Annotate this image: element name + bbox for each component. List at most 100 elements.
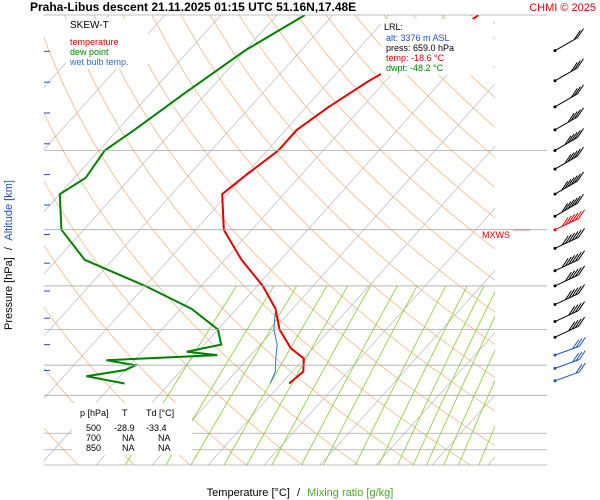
dry-adiabat-line bbox=[64, 15, 471, 465]
table-cell: -28.9 bbox=[114, 423, 135, 433]
wind-barb-feather bbox=[564, 290, 572, 300]
wind-barb-staff bbox=[554, 37, 578, 52]
y-axis-label-sep: / bbox=[3, 246, 15, 250]
wind-barb-feather bbox=[573, 109, 581, 119]
wind-barb-feather bbox=[577, 171, 584, 182]
wind-barb-feather bbox=[574, 285, 582, 296]
legend-item-temperature: temperature bbox=[70, 37, 119, 47]
y-axis-label-altitude: Altitude [km] bbox=[3, 180, 15, 241]
lrl-press: press: 659.0 hPa bbox=[386, 43, 454, 53]
wind-barb-feather bbox=[568, 214, 576, 224]
isotherm-line bbox=[487, 456, 495, 465]
wind-barb-feather bbox=[578, 250, 585, 260]
axis-labels bbox=[44, 14, 547, 466]
wind-barb-feather bbox=[564, 135, 572, 146]
dry-adiabat-line bbox=[44, 111, 359, 465]
wind-barb-feather bbox=[577, 84, 584, 95]
mixing-ratio-line bbox=[190, 285, 298, 465]
wind-barb-staff bbox=[554, 116, 578, 131]
mxws-label: MXWS bbox=[482, 230, 510, 240]
wind-barb-feather bbox=[579, 336, 586, 347]
wind-barb-feather bbox=[578, 284, 585, 294]
table-cell: NA bbox=[158, 443, 171, 453]
mixing-ratio-line bbox=[397, 285, 485, 465]
wind-barb-feather bbox=[568, 270, 576, 280]
isotherm-line bbox=[319, 270, 495, 465]
dry-adiabat-line bbox=[151, 15, 495, 379]
wind-barb-feather bbox=[570, 111, 578, 121]
wind-barbs bbox=[513, 28, 586, 383]
wind-barb-staff bbox=[554, 359, 580, 369]
wind-barb-feather bbox=[578, 228, 585, 238]
wind-barb-feather bbox=[561, 180, 569, 191]
isotherm-line bbox=[375, 332, 495, 465]
wind-barb-feather bbox=[577, 28, 584, 38]
table-header-td: Td [°C] bbox=[146, 408, 174, 418]
table-cell: NA bbox=[122, 433, 135, 443]
isotherm-line bbox=[44, 15, 110, 88]
wind-barb-feather bbox=[577, 107, 584, 118]
legend-title: SKEW-T bbox=[70, 20, 109, 31]
dry-adiabat-line bbox=[296, 15, 495, 219]
wetbulb-line bbox=[269, 308, 278, 384]
wind-barb-feather bbox=[575, 338, 583, 348]
table-cell: 500 bbox=[86, 423, 101, 433]
wind-barb-feather bbox=[564, 234, 572, 244]
wind-barb-feather bbox=[574, 210, 582, 221]
wind-barb-staff bbox=[554, 345, 580, 356]
wind-barb-staff bbox=[554, 259, 579, 272]
wind-barb-feather bbox=[568, 288, 576, 299]
svg-text:Pressure [hPa] / A: Pressure [hPa] / Altitude [km] bbox=[3, 180, 15, 330]
isotherm-line bbox=[151, 83, 495, 465]
wind-barb-staff bbox=[554, 155, 578, 170]
table-header-p: p [hPa] bbox=[80, 408, 109, 418]
wind-barb-feather bbox=[561, 203, 569, 213]
dry-adiabat-line bbox=[238, 15, 495, 281]
background-lines bbox=[44, 15, 600, 465]
x-axis-label-temp: Temperature [°C] bbox=[207, 487, 290, 499]
wind-barb-feather bbox=[561, 258, 569, 268]
wind-barb-feather bbox=[567, 133, 575, 144]
wind-barb-feather bbox=[577, 58, 584, 69]
legend-box: SKEW-T temperature dew point wet bulb te… bbox=[66, 19, 148, 69]
wind-barb-feather bbox=[579, 350, 586, 360]
wind-barb-feather bbox=[568, 232, 576, 243]
table-header-t: T bbox=[122, 408, 128, 418]
mixing-ratio-line bbox=[478, 424, 495, 465]
x-axis-title: Temperature [°C] / Mixing ratio [g/kg] bbox=[207, 487, 394, 499]
wind-barb-feather bbox=[574, 302, 582, 313]
table-cell: NA bbox=[158, 433, 171, 443]
lrl-dwpt: dwpt: -48.2 °C bbox=[386, 63, 444, 73]
wind-barb-staff bbox=[554, 236, 579, 249]
sounding-profiles bbox=[58, 15, 480, 385]
wind-barb-feather bbox=[573, 60, 581, 70]
wind-barb-feather bbox=[579, 362, 586, 373]
lrl-title: LRL: bbox=[384, 22, 403, 32]
mixing-ratio-line bbox=[271, 285, 371, 465]
isotherm-line bbox=[95, 21, 495, 465]
wind-barb-staff bbox=[554, 202, 578, 217]
wind-barb-staff bbox=[554, 137, 578, 151]
wind-barb-feather bbox=[567, 177, 575, 187]
dry-adiabat-line bbox=[441, 15, 495, 69]
dry-adiabat-line bbox=[267, 15, 495, 250]
dry-adiabat-line bbox=[44, 306, 191, 465]
isotherm-line bbox=[44, 15, 222, 213]
wind-barb-feather bbox=[571, 287, 579, 297]
chart-title: Praha-Libus descent 21.11.2025 01:15 UTC… bbox=[30, 0, 356, 14]
wind-barb-feather bbox=[573, 173, 581, 184]
wind-barb-staff bbox=[554, 67, 578, 82]
dry-adiabat-line bbox=[529, 15, 600, 465]
wind-barb-feather bbox=[575, 351, 583, 362]
wind-barb-staff bbox=[554, 371, 580, 382]
dewpoint-line bbox=[58, 15, 306, 385]
wind-barb-feather bbox=[561, 235, 569, 246]
isotherm-line bbox=[44, 15, 446, 462]
wind-barb-staff bbox=[554, 325, 579, 338]
wind-barb-feather bbox=[577, 146, 584, 157]
wind-barb-feather bbox=[573, 195, 581, 206]
dry-adiabat-line bbox=[470, 15, 495, 40]
wind-barb-staff bbox=[554, 218, 579, 231]
lrl-temp: temp: -18.6 °C bbox=[386, 53, 445, 63]
wind-barb-feather bbox=[574, 229, 582, 240]
